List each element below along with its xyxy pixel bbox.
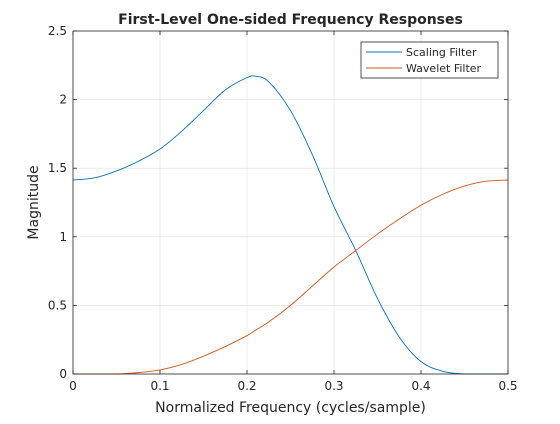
axes-box <box>72 30 509 375</box>
x-tick-label: 0.3 <box>324 379 343 393</box>
grid <box>72 30 509 375</box>
plot-area <box>73 31 508 374</box>
y-tick-label: 0.5 <box>48 298 67 312</box>
series-line-wavelet-filter <box>72 179 509 375</box>
y-tick-label: 2.5 <box>48 24 67 38</box>
x-tick-label: 0.1 <box>150 379 169 393</box>
chart-title: First-Level One-sided Frequency Response… <box>118 12 463 28</box>
x-tick-label: 0.4 <box>411 379 430 393</box>
y-tick-label: 2 <box>59 93 67 107</box>
y-tick-label: 0 <box>59 367 67 381</box>
y-tick-label: 1.5 <box>48 161 67 175</box>
legend: Scaling Filter Wavelet Filter <box>360 41 499 79</box>
x-tick-label: 0 <box>69 379 77 393</box>
x-tick-label: 0.2 <box>237 379 256 393</box>
series-layer <box>72 75 509 375</box>
legend-box <box>360 41 499 79</box>
y-axis-label: Magnitude <box>26 165 42 239</box>
legend-label-wavelet-filter: Wavelet Filter <box>406 62 482 75</box>
y-tick-label: 1 <box>59 230 67 244</box>
ticks: 0 0.1 0.2 0.3 0.4 0.5 0 0.5 1 1.5 2 2.5 <box>48 24 518 393</box>
x-tick-label: 0.5 <box>498 379 517 393</box>
legend-label-scaling-filter: Scaling Filter <box>406 46 477 59</box>
series-line-scaling-filter <box>72 75 509 375</box>
x-axis-label: Normalized Frequency (cycles/sample) <box>155 400 426 416</box>
